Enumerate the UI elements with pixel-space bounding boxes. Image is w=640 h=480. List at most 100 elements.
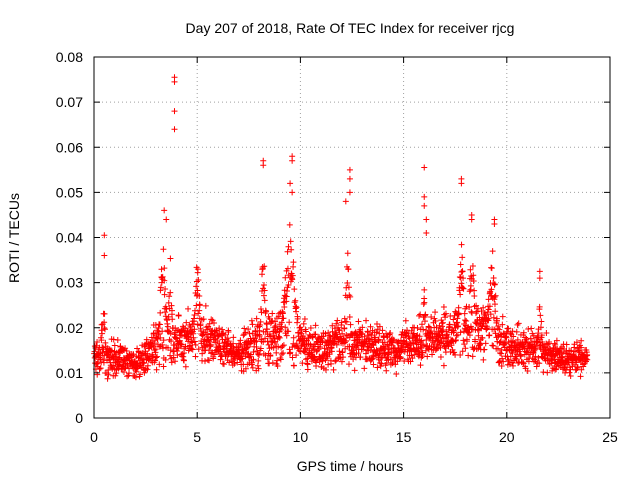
data-point <box>513 328 520 335</box>
data-point <box>302 328 309 335</box>
data-point <box>282 274 289 281</box>
data-point <box>249 359 256 366</box>
data-point <box>491 281 498 288</box>
data-point <box>499 321 506 328</box>
data-point <box>341 315 348 322</box>
data-point <box>162 356 169 363</box>
grid-lines <box>94 57 610 418</box>
y-tick-label: 0.06 <box>56 139 83 155</box>
data-point <box>482 340 489 347</box>
data-point <box>211 319 218 326</box>
data-point <box>257 345 264 352</box>
data-point <box>445 343 452 350</box>
data-point <box>277 356 284 363</box>
data-point <box>171 108 178 115</box>
data-point <box>182 343 189 350</box>
data-point <box>344 280 351 287</box>
data-point <box>492 292 499 299</box>
data-point <box>489 342 496 349</box>
data-point <box>527 335 534 342</box>
chart-title: Day 207 of 2018, Rate Of TEC Index for r… <box>186 20 515 36</box>
data-point <box>566 369 573 376</box>
data-point <box>162 309 169 316</box>
data-point <box>309 334 316 341</box>
data-point <box>473 302 480 309</box>
data-point <box>159 328 166 335</box>
data-point <box>333 320 340 327</box>
data-point <box>181 357 188 364</box>
data-point <box>341 325 348 332</box>
data-point <box>166 336 173 343</box>
data-point <box>172 358 179 365</box>
data-point <box>345 361 352 368</box>
data-point <box>440 304 447 311</box>
data-point <box>418 321 425 328</box>
data-point <box>446 324 453 331</box>
data-point <box>421 193 428 200</box>
data-point <box>440 362 447 369</box>
data-point <box>154 353 161 360</box>
data-point <box>171 342 178 349</box>
data-point <box>488 286 495 293</box>
data-point <box>510 333 517 340</box>
data-point <box>322 366 329 373</box>
data-point <box>472 310 479 317</box>
data-point <box>209 317 216 324</box>
data-point <box>429 351 436 358</box>
data-point <box>102 339 109 346</box>
data-point <box>278 344 285 351</box>
data-point <box>246 330 253 337</box>
data-point <box>219 326 226 333</box>
data-point <box>374 364 381 371</box>
data-point <box>195 277 202 284</box>
data-point <box>453 320 460 326</box>
data-point <box>205 333 212 340</box>
data-point <box>196 307 203 314</box>
data-point <box>249 364 256 371</box>
data-point <box>377 359 384 366</box>
data-point <box>96 366 103 373</box>
data-point <box>191 318 198 325</box>
data-point <box>421 202 428 209</box>
data-point <box>490 342 497 349</box>
data-point <box>564 356 571 363</box>
data-point <box>491 326 498 333</box>
data-point <box>437 354 444 361</box>
data-point <box>345 284 352 291</box>
data-point <box>342 198 349 205</box>
data-point <box>480 356 487 363</box>
x-tick-label: 0 <box>90 429 98 445</box>
data-point <box>164 323 171 330</box>
data-point <box>208 350 215 357</box>
data-point <box>377 363 384 370</box>
data-point <box>94 339 101 346</box>
data-point <box>422 311 429 318</box>
data-point <box>457 329 464 336</box>
data-point <box>107 350 114 357</box>
data-point <box>234 359 241 366</box>
data-point <box>360 346 367 353</box>
data-point <box>129 352 136 359</box>
data-point <box>101 326 108 333</box>
data-point <box>132 374 139 381</box>
data-point <box>101 232 108 239</box>
data-point <box>459 348 466 355</box>
data-point <box>378 360 385 367</box>
data-point <box>536 360 543 367</box>
data-point <box>167 330 174 337</box>
data-point <box>230 334 237 341</box>
data-point <box>375 336 382 343</box>
data-point <box>421 164 428 171</box>
data-point <box>206 320 213 327</box>
data-point <box>242 365 249 372</box>
data-point <box>421 299 428 306</box>
data-point <box>467 282 474 289</box>
data-point <box>290 334 297 341</box>
data-point <box>163 306 170 313</box>
data-point <box>492 308 499 315</box>
data-point <box>495 323 502 330</box>
data-point <box>241 325 248 332</box>
data-point <box>520 329 527 336</box>
data-point <box>157 309 164 316</box>
data-point <box>461 310 468 317</box>
